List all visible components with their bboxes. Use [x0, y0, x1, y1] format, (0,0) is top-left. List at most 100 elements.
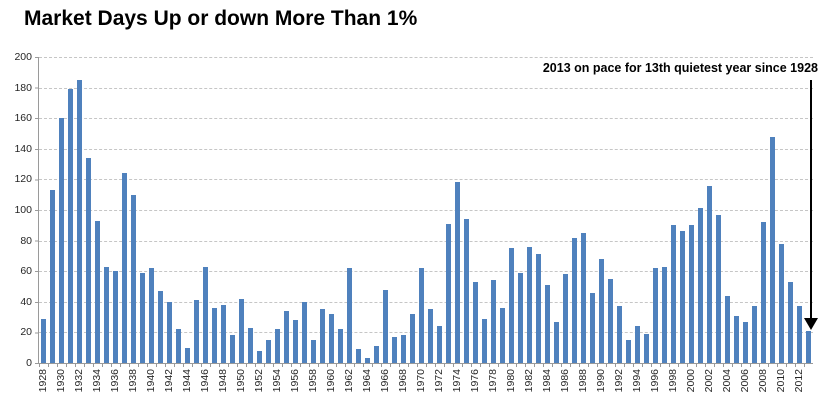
x-tick-label-1944: 1944 — [181, 369, 193, 393]
bar-1997 — [662, 266, 667, 363]
x-tick-label-2012: 2012 — [793, 369, 805, 393]
x-axis-ticks — [39, 363, 813, 367]
bar-1941 — [158, 291, 163, 363]
x-tick-label-1950: 1950 — [235, 369, 247, 393]
gridline-60 — [39, 271, 813, 273]
bar-1928 — [41, 318, 46, 363]
bar-1990 — [599, 258, 604, 363]
bar-1967 — [392, 337, 397, 363]
bar-1936 — [113, 271, 118, 363]
bar-1943 — [176, 329, 181, 363]
bar-1994 — [635, 326, 640, 363]
bar-1995 — [644, 333, 649, 363]
x-tick-label-1988: 1988 — [577, 369, 589, 393]
gridline-40 — [39, 301, 813, 303]
bar-2012 — [797, 306, 802, 363]
bar-1950 — [239, 298, 244, 363]
bar-1948 — [221, 304, 226, 363]
x-tick-label-1938: 1938 — [127, 369, 139, 393]
bar-1977 — [482, 318, 487, 363]
bar-1981 — [518, 272, 523, 363]
bar-1985 — [554, 321, 559, 363]
bar-1932 — [77, 79, 82, 363]
bar-2011 — [788, 281, 793, 363]
x-tick-label-1984: 1984 — [541, 369, 553, 393]
x-tick-label-1948: 1948 — [217, 369, 229, 393]
x-tick-label-1946: 1946 — [199, 369, 211, 393]
y-tick-label-200: 200 — [14, 51, 32, 63]
bar-1970 — [419, 268, 424, 363]
bar-2003 — [716, 214, 721, 363]
y-axis-ticks — [35, 57, 38, 364]
bar-1940 — [149, 268, 154, 363]
bar-1999 — [680, 231, 685, 363]
bar-1972 — [437, 326, 442, 363]
y-tick-label-180: 180 — [14, 81, 32, 94]
bar-1987 — [572, 237, 577, 363]
bar-1976 — [473, 281, 478, 363]
plot-area: 0 20 40 60 80 100 120 140 160 180 200 1928 1930 1932… — [14, 51, 813, 392]
bar-1968 — [401, 335, 406, 363]
x-tick-label-1974: 1974 — [451, 369, 463, 393]
gridline-140 — [39, 148, 813, 150]
bar-1978 — [491, 280, 496, 363]
x-tick-label-1934: 1934 — [91, 369, 103, 393]
x-tick-label-1986: 1986 — [559, 369, 571, 393]
y-tick-label-20: 20 — [20, 326, 32, 339]
annotation-text: 2013 on pace for 13th quietest year sinc… — [542, 61, 818, 75]
bar-2007 — [752, 306, 757, 363]
x-tick-label-1976: 1976 — [469, 369, 481, 393]
bar-1988 — [581, 232, 586, 363]
gridline-20 — [39, 332, 813, 334]
bar-1949 — [230, 335, 235, 363]
x-tick-label-2004: 2004 — [721, 369, 733, 393]
bar-2009 — [770, 136, 775, 363]
bar-1960 — [329, 314, 334, 363]
x-tick-label-1936: 1936 — [109, 369, 121, 393]
bar-1955 — [284, 310, 289, 363]
gridline-100 — [39, 210, 813, 211]
bar-1973 — [446, 223, 451, 363]
x-tick-label-2010: 2010 — [775, 369, 787, 393]
bar-2010 — [779, 243, 784, 363]
x-tick-label-1932: 1932 — [73, 369, 85, 393]
bar-1952 — [257, 350, 262, 363]
bar-2000 — [689, 225, 694, 363]
bar-1946 — [203, 266, 208, 363]
bar-1951 — [248, 327, 253, 363]
x-tick-label-1966: 1966 — [379, 369, 391, 393]
x-tick-label-1998: 1998 — [667, 369, 679, 393]
bar-2002 — [707, 185, 712, 363]
annotation-arrow-line — [810, 80, 812, 318]
x-tick-label-1978: 1978 — [487, 369, 499, 393]
bar-1971 — [428, 309, 433, 363]
x-tick-label-2002: 2002 — [703, 369, 715, 393]
gridline-80 — [39, 240, 813, 242]
y-tick-label-40: 40 — [20, 295, 32, 308]
bar-1945 — [194, 300, 199, 363]
bar-1966 — [383, 289, 388, 363]
x-tick-label-1942: 1942 — [163, 369, 175, 393]
bar-1996 — [653, 268, 658, 363]
bar-1964 — [365, 358, 370, 363]
bar-1986 — [563, 274, 568, 363]
y-axis-labels: 0 20 40 60 80 100 120 140 160 180 200 — [2, 51, 32, 369]
y-tick-label-160: 160 — [14, 112, 32, 125]
bar-1992 — [617, 306, 622, 363]
annotation-arrow-head-icon — [804, 318, 818, 330]
y-tick-label-120: 120 — [14, 173, 32, 186]
bar-1989 — [590, 292, 595, 363]
bar-1929 — [50, 190, 55, 363]
x-tick-label-1962: 1962 — [343, 369, 355, 393]
bar-1974 — [455, 182, 460, 363]
y-tick-label-100: 100 — [14, 204, 32, 216]
gridline-160 — [39, 118, 813, 120]
x-tick-label-1968: 1968 — [397, 369, 409, 393]
bar-1975 — [464, 219, 469, 363]
y-tick-label-0: 0 — [26, 357, 32, 369]
bar-1993 — [626, 340, 631, 363]
bar-1933 — [86, 157, 91, 363]
bar-2013 — [806, 330, 811, 363]
bar-2005 — [734, 315, 739, 363]
x-tick-label-2006: 2006 — [739, 369, 751, 393]
